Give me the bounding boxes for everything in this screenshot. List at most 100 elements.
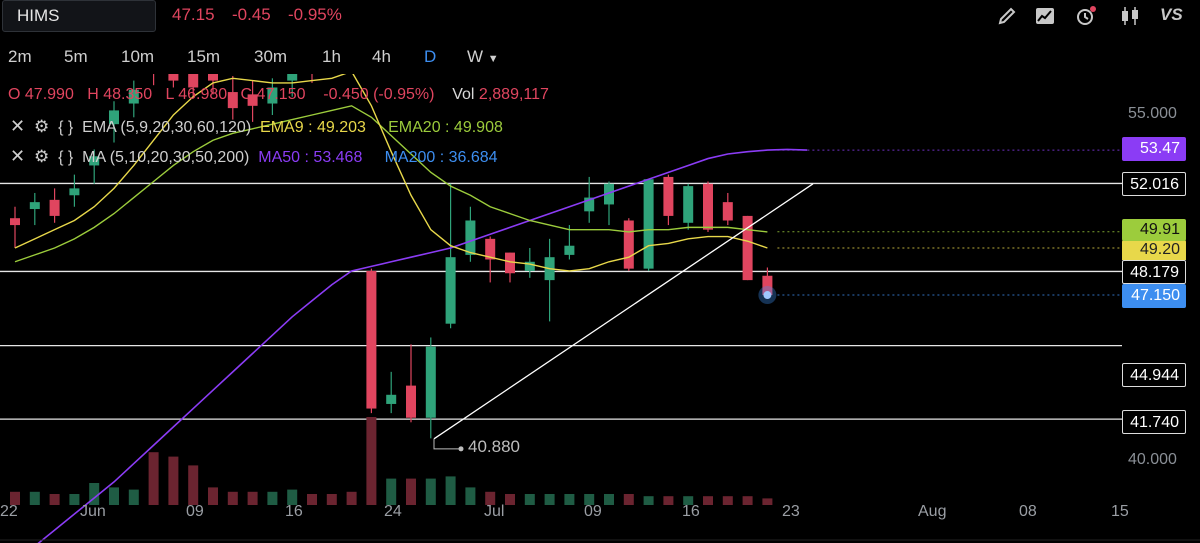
chart-type-icon[interactable] <box>1034 5 1058 27</box>
ma200-value: MA200 : 36.684 <box>384 149 498 166</box>
price-chart[interactable] <box>0 74 1200 543</box>
compare-icon[interactable]: VS <box>1160 5 1183 24</box>
candle-body[interactable] <box>584 197 595 212</box>
volume-bar <box>663 496 674 505</box>
volume-bar <box>524 494 535 505</box>
candle-body[interactable] <box>524 261 535 271</box>
ema9-value: EMA9 : 49.203 <box>260 119 366 136</box>
volume-bar <box>326 494 337 505</box>
ema9-price-tag: 49.20 <box>1122 240 1186 260</box>
ma50-price-tag: 53.47 <box>1122 137 1186 161</box>
trendline[interactable] <box>433 183 814 440</box>
low-annotation-connector <box>433 438 460 450</box>
tab-1h[interactable]: 1h <box>322 47 341 66</box>
candle-body[interactable] <box>643 179 654 269</box>
volume-label: Vol <box>452 86 475 103</box>
volume-bar <box>485 491 496 505</box>
gear-icon[interactable]: ⚙ <box>33 117 50 136</box>
candle-body[interactable] <box>109 110 119 125</box>
candle-body[interactable] <box>247 94 258 106</box>
close-value: 47.150 <box>256 86 306 103</box>
candle-body[interactable] <box>663 176 674 216</box>
level-tag-52[interactable]: 52.016 <box>1122 172 1186 196</box>
low-annotation: 40.880 <box>468 437 520 456</box>
x-tick-label: Aug <box>918 503 947 520</box>
tab-10m[interactable]: 10m <box>121 47 155 66</box>
alerts-icon[interactable] <box>1074 5 1098 27</box>
candle-body[interactable] <box>69 188 80 196</box>
tab-5m[interactable]: 5m <box>64 47 88 66</box>
candle-body[interactable] <box>366 270 377 409</box>
volume-bar <box>227 491 238 505</box>
candle-body[interactable] <box>227 92 238 109</box>
volume-bar <box>29 491 40 505</box>
volume-bar <box>544 494 555 505</box>
candle-body[interactable] <box>425 346 436 418</box>
candle-body[interactable] <box>168 74 179 81</box>
volume-bar <box>128 489 139 505</box>
candle-body[interactable] <box>49 199 60 216</box>
level-tag-44[interactable]: 44.944 <box>1122 363 1186 387</box>
ema20-line <box>14 105 768 263</box>
candle-body[interactable] <box>722 202 733 221</box>
candle-body[interactable] <box>89 156 100 166</box>
price-change: -0.45 <box>232 5 271 24</box>
ma50-line <box>37 148 808 543</box>
volume-bar <box>69 494 80 505</box>
open-label: O <box>8 86 21 103</box>
tab-w[interactable]: W ▼ <box>467 47 499 66</box>
high-label: H <box>87 86 99 103</box>
volume-bar <box>188 465 199 505</box>
candle-body[interactable] <box>703 183 713 230</box>
code-icon[interactable]: { } <box>58 149 74 166</box>
candle-body[interactable] <box>465 220 476 255</box>
candle-body[interactable] <box>386 394 397 404</box>
candle-body[interactable] <box>604 183 614 205</box>
candle-body[interactable] <box>128 89 139 104</box>
candle-body[interactable] <box>267 87 278 104</box>
close-icon[interactable]: ✕ <box>10 116 26 136</box>
x-tick-label: 09 <box>584 503 602 520</box>
symbol-input[interactable]: HIMS <box>2 0 156 32</box>
candle-body[interactable] <box>10 218 20 226</box>
candle-body[interactable] <box>762 275 773 296</box>
quote-bar: HIMS 47.15 -0.45 -0.95% VS <box>0 0 1200 38</box>
candle-body[interactable] <box>29 202 40 210</box>
tab-4h[interactable]: 4h <box>372 47 391 66</box>
candle-body[interactable] <box>623 220 634 269</box>
tab-d[interactable]: D <box>424 47 437 66</box>
candle-body[interactable] <box>445 257 456 324</box>
last-price-tag: 47.150 <box>1122 284 1186 308</box>
tab-30m[interactable]: 30m <box>254 47 288 66</box>
tab-15m[interactable]: 15m <box>187 47 221 66</box>
candle-body[interactable] <box>485 238 496 260</box>
candle-body[interactable] <box>742 215 753 281</box>
candle-body[interactable] <box>406 385 416 418</box>
candle-body[interactable] <box>505 252 515 274</box>
candlestick-icon[interactable] <box>1118 5 1142 27</box>
last-price-marker[interactable] <box>763 291 772 300</box>
x-tick-label: 08 <box>1019 503 1037 520</box>
close-label: C <box>240 86 253 103</box>
ema-legend: ✕ ⚙ { } EMA (5,9,20,30,60,120) EMA9 : 49… <box>10 116 503 137</box>
candle-body[interactable] <box>564 245 575 255</box>
close-icon[interactable]: ✕ <box>10 146 26 166</box>
low-annotation-dot <box>458 446 464 452</box>
candle-body[interactable] <box>208 74 218 81</box>
tab-2m[interactable]: 2m <box>8 47 32 66</box>
volume-bar <box>703 496 713 505</box>
volume-bar <box>89 483 100 505</box>
candle-body[interactable] <box>188 74 199 88</box>
x-tick-label: 23 <box>782 503 800 520</box>
gear-icon[interactable]: ⚙ <box>33 147 50 166</box>
candle-body[interactable] <box>683 186 694 223</box>
volume-bar <box>683 496 694 505</box>
code-icon[interactable]: { } <box>58 119 74 136</box>
volume-bar <box>10 491 20 505</box>
candle-body[interactable] <box>287 74 298 81</box>
level-tag-41[interactable]: 41.740 <box>1122 410 1186 434</box>
chevron-down-icon: ▼ <box>487 53 499 65</box>
volume-bar <box>445 476 456 505</box>
pencil-icon[interactable] <box>996 5 1020 27</box>
level-tag-48[interactable]: 48.179 <box>1122 260 1186 284</box>
